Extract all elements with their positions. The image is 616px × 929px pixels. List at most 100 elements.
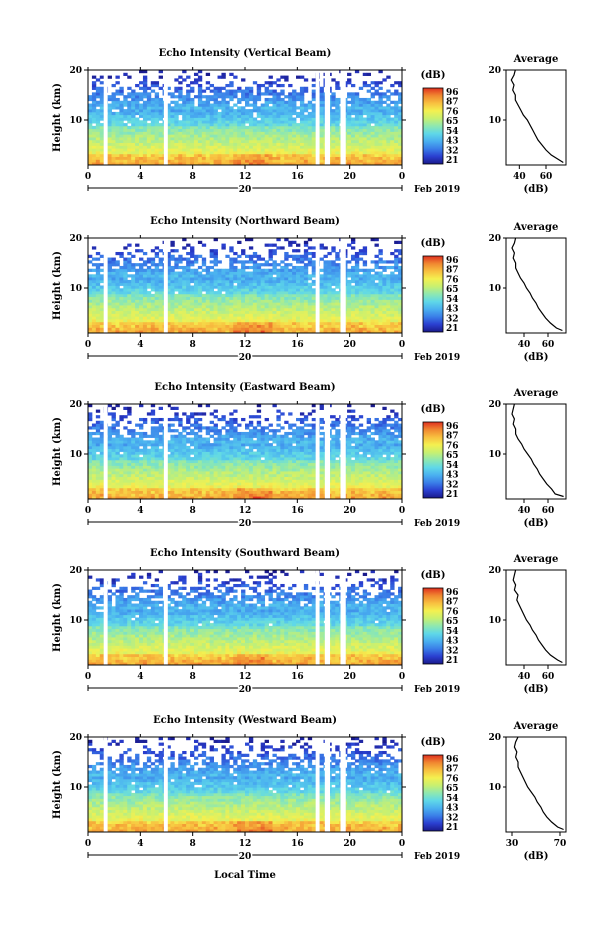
heatmap-cell [99, 310, 105, 314]
heatmap-cell [217, 274, 222, 278]
heatmap-cell [370, 148, 375, 152]
heatmap-cell [119, 106, 124, 110]
heatmap-cell [288, 123, 293, 127]
heatmap-cell [127, 291, 132, 295]
heatmap-cell [170, 305, 175, 309]
heatmap-cell [213, 131, 218, 135]
heatmap-cell [88, 137, 93, 141]
heatmap-cell [91, 293, 97, 298]
heatmap-cell [374, 111, 379, 116]
heatmap-cell [335, 117, 340, 121]
heatmap-cell [111, 465, 116, 469]
heatmap-cell [394, 260, 399, 264]
heatmap-cell [256, 139, 262, 144]
heatmap-cell [95, 302, 101, 306]
heatmap-cell [264, 89, 269, 93]
heatmap-cell [225, 327, 230, 331]
heatmap-cell [139, 307, 144, 312]
heatmap-cell [260, 134, 266, 138]
heatmap-cell [193, 153, 199, 158]
heatmap-cell [115, 120, 120, 124]
heatmap-cell [139, 120, 144, 124]
heatmap-cell [119, 415, 124, 419]
heatmap-cell [307, 305, 313, 309]
heatmap-cell [311, 302, 317, 306]
heatmap-cell [139, 457, 144, 461]
heatmap-cell [99, 148, 105, 152]
heatmap-cell [248, 139, 254, 144]
heatmap-cell [190, 268, 195, 272]
heatmap-cell [190, 319, 195, 323]
heatmap-cell [197, 310, 203, 314]
heatmap-cell [296, 288, 301, 292]
heatmap-cell [354, 268, 360, 272]
heatmap-cell [382, 268, 387, 272]
heatmap-cell [272, 109, 277, 113]
heatmap-cell [354, 316, 360, 320]
heatmap-cell [127, 137, 132, 141]
heatmap-cell [323, 291, 328, 295]
heatmap-cell [170, 240, 175, 244]
heatmap-cell [115, 106, 120, 110]
heatmap-cell [390, 288, 395, 292]
heatmap-cell [307, 125, 313, 130]
heatmap-cell [252, 296, 258, 300]
heatmap-cell [229, 282, 234, 286]
heatmap-cell [323, 324, 328, 328]
heatmap-cell [142, 268, 148, 272]
heatmap-cell [378, 260, 383, 264]
heatmap-cell [233, 299, 238, 303]
heatmap-cell [131, 468, 136, 472]
heatmap-cell [319, 156, 324, 160]
heatmap-cell [131, 487, 136, 492]
heatmap-cell [111, 313, 116, 317]
heatmap-cell [115, 423, 120, 427]
heatmap-cell [229, 72, 234, 76]
heatmap-cell [209, 97, 215, 102]
heatmap-cell [135, 490, 140, 494]
heatmap-cell [99, 100, 105, 104]
heatmap-cell [292, 279, 297, 284]
heatmap-cell [123, 305, 128, 309]
heatmap-cell [127, 319, 132, 323]
heatmap-cell [366, 148, 372, 152]
heatmap-cell [319, 268, 324, 272]
heatmap-cell [268, 251, 273, 256]
heatmap-cell [127, 92, 132, 96]
heatmap-cell [190, 125, 195, 130]
heatmap-cell [386, 302, 391, 306]
heatmap-cell [166, 293, 171, 298]
heatmap-cell [142, 482, 148, 486]
heatmap-cell [123, 476, 128, 480]
heatmap-cell [256, 83, 262, 88]
heatmap-cell [166, 162, 171, 166]
heatmap-cell [193, 321, 199, 326]
heatmap-cell [280, 310, 285, 314]
heatmap-cell [350, 307, 356, 312]
heatmap-cell [139, 321, 144, 326]
heatmap-cell [256, 257, 262, 261]
heatmap-cell [193, 268, 199, 272]
heatmap-cell [213, 162, 218, 166]
heatmap-cell [123, 274, 128, 278]
heatmap-cell [91, 437, 97, 441]
heatmap-cell [111, 131, 116, 135]
heatmap-cell [99, 476, 105, 480]
heatmap-cell [323, 282, 328, 286]
heatmap-cell [119, 468, 124, 472]
heatmap-cell [260, 162, 266, 166]
heatmap-cell [99, 437, 105, 441]
heatmap-cell [217, 268, 222, 272]
heatmap-cell [386, 265, 391, 270]
heatmap-cell [150, 479, 156, 483]
heatmap-cell [205, 327, 211, 331]
heatmap-cell [303, 243, 309, 247]
heatmap-cell [280, 114, 285, 118]
heatmap-cell [88, 321, 93, 326]
heatmap-cell [358, 319, 364, 323]
heatmap-cell [394, 128, 399, 132]
heatmap-cell [217, 285, 222, 289]
heatmap-cell [248, 293, 254, 298]
heatmap-cell [88, 490, 93, 494]
heatmap-cell [91, 302, 97, 306]
